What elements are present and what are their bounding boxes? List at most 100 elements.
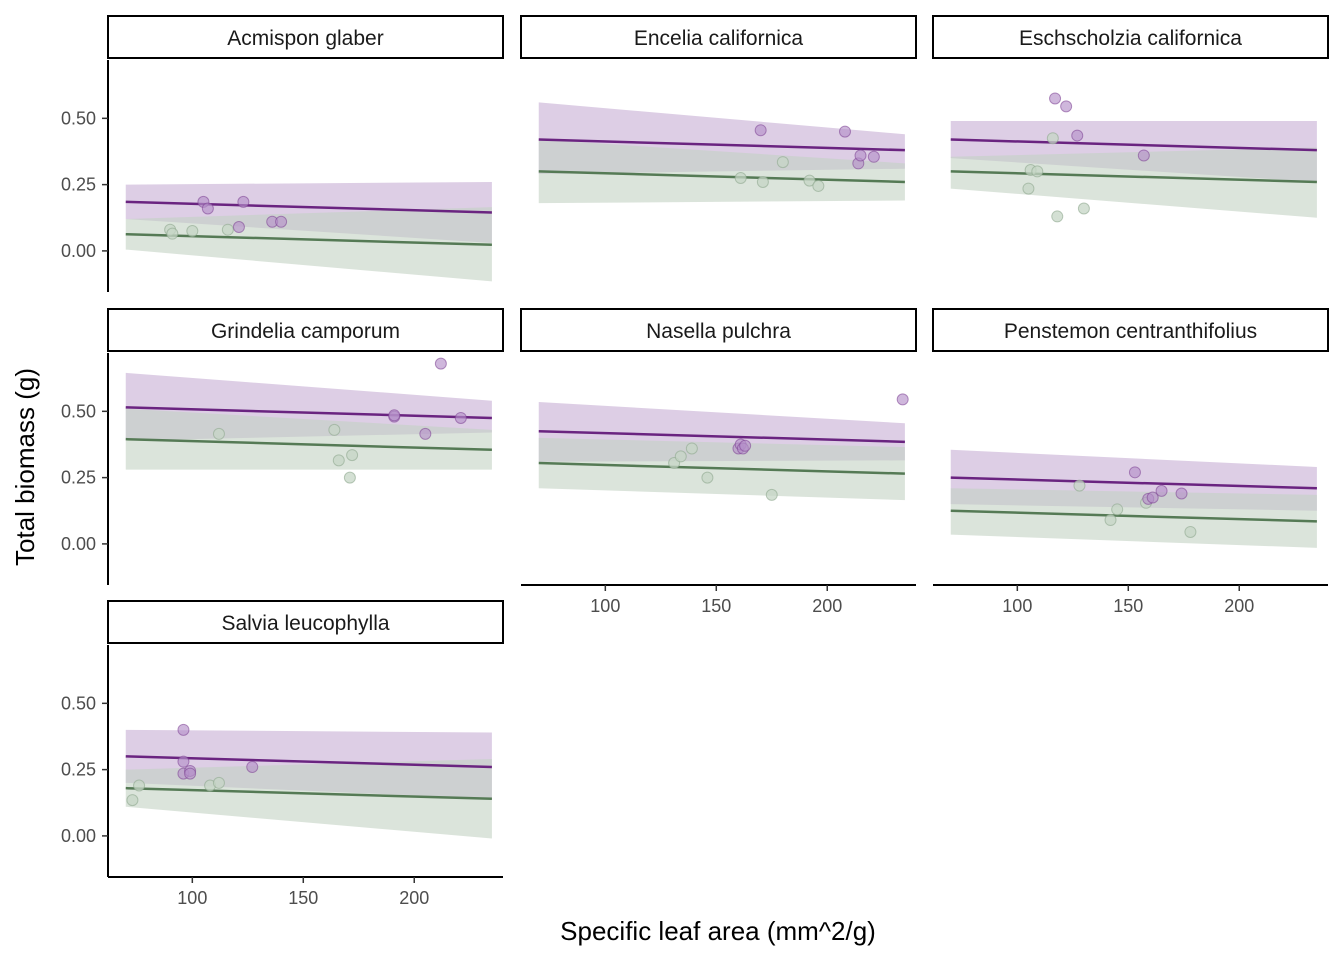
green-data-point [1077,202,1090,215]
purple-fit-line [950,138,1317,152]
purple-fit-line [538,138,905,152]
y-tick-label: 0.25 [61,468,96,488]
x-tick-label: 150 [701,596,731,616]
facet-strip-label: Nasella pulchra [646,320,791,343]
facet-salvia-leucophylla: Salvia leucophylla 0.00 0.25 0.50 100 150 200 [61,600,504,908]
x-tick-label: 100 [1002,596,1032,616]
facet-panels: Acmispon glaber 0.00 0.25 0.50 Encelia calif… [61,15,1329,908]
x-tick-label: 200 [399,888,429,908]
facet-strip [932,15,1329,59]
purple-data-point [1146,491,1159,504]
purple-data-point [184,767,197,780]
green-data-point [212,427,225,440]
purple-data-point [838,125,851,138]
facet-strip [932,308,1329,352]
purple-data-point [201,202,214,215]
green-fit-line [538,461,905,475]
y-tick-label: 0.00 [61,826,96,846]
green-data-point [812,179,825,192]
purple-data-point [896,393,909,406]
green-confidence-band [950,147,1317,218]
green-data-point [734,171,747,184]
facet-penstemon-centranthifolius: Penstemon centranthifolius 100 150 200 [932,308,1329,616]
purple-data-point [232,221,245,234]
facet-eschscholzia-californica: Eschscholzia californica [932,15,1329,223]
facet-encelia-californica: Encelia californica [520,15,917,204]
y-axis-title: Total biomass (g) [10,368,40,566]
green-data-point [776,156,789,169]
purple-data-point [1049,92,1062,105]
x-tick-label: 150 [1113,596,1143,616]
green-fit-line [950,170,1317,184]
x-tick-label: 100 [177,888,207,908]
x-tick-label: 100 [590,596,620,616]
y-tick-label: 0.25 [61,175,96,195]
facet-strip [107,15,504,59]
green-data-point [701,471,714,484]
facet-strip-label: Penstemon centranthifolius [1004,320,1257,343]
purple-data-point [1155,484,1168,497]
y-tick-label: 0.00 [61,241,96,261]
facet-strip [520,308,917,352]
facet-acmispon-glaber: Acmispon glaber 0.00 0.25 0.50 [61,15,504,292]
green-data-point [1022,182,1035,195]
facet-strip [107,600,504,644]
green-data-point [166,227,179,240]
green-data-point [133,779,146,792]
facet-strip [520,15,917,59]
green-data-point [1184,525,1197,538]
green-confidence-band [950,488,1317,548]
green-data-point [765,488,778,501]
green-data-point [803,174,816,187]
x-axis-title: Specific leaf area (mm^2/g) [560,916,876,946]
purple-data-point [754,124,767,137]
green-data-point [1104,514,1117,527]
green-data-point [685,442,698,455]
green-fit-line [125,437,492,452]
y-tick-label: 0.50 [61,108,96,128]
purple-data-point [246,760,259,773]
green-data-point [212,776,225,789]
green-data-point [332,454,345,467]
facet-grindelia-camporum: Grindelia camporum 0.00 0.25 0.50 [61,308,504,585]
green-data-point [346,449,359,462]
green-data-point [1046,132,1059,145]
green-confidence-band [125,207,492,282]
green-fit-line [125,786,492,801]
purple-data-point [1071,129,1084,142]
green-fit-line [538,170,905,184]
purple-data-point [454,411,467,424]
purple-fit-line [125,406,492,420]
x-tick-label: 200 [812,596,842,616]
purple-data-point [854,149,867,162]
y-tick-label: 0.50 [61,401,96,421]
facet-strip-label: Encelia californica [634,27,804,50]
purple-data-point [275,215,288,228]
y-tick-label: 0.25 [61,760,96,780]
purple-data-point [177,755,190,768]
green-data-point [756,175,769,188]
purple-fit-line [538,429,905,444]
green-data-point [343,471,356,484]
purple-data-point [867,150,880,163]
green-data-point [126,794,139,807]
purple-data-point [434,357,447,370]
purple-data-point [1128,466,1141,479]
facet-nasella-pulchra: Nasella pulchra 100 150 200 [520,308,917,616]
purple-data-point [237,195,250,208]
green-data-point [1073,479,1086,492]
green-data-point [1111,503,1124,516]
purple-data-point [388,409,401,422]
y-tick-label: 0.50 [61,693,96,713]
purple-data-point [1060,100,1073,113]
green-data-point [674,450,687,463]
green-data-point [221,223,234,236]
green-data-point [1051,210,1064,223]
green-data-point [328,423,341,436]
facet-strip-label: Grindelia camporum [211,320,400,343]
purple-data-point [419,427,432,440]
x-tick-label: 150 [288,888,318,908]
facet-strip-label: Eschscholzia californica [1019,27,1242,50]
facet-strip-label: Salvia leucophylla [221,612,389,635]
purple-data-point [1175,487,1188,500]
